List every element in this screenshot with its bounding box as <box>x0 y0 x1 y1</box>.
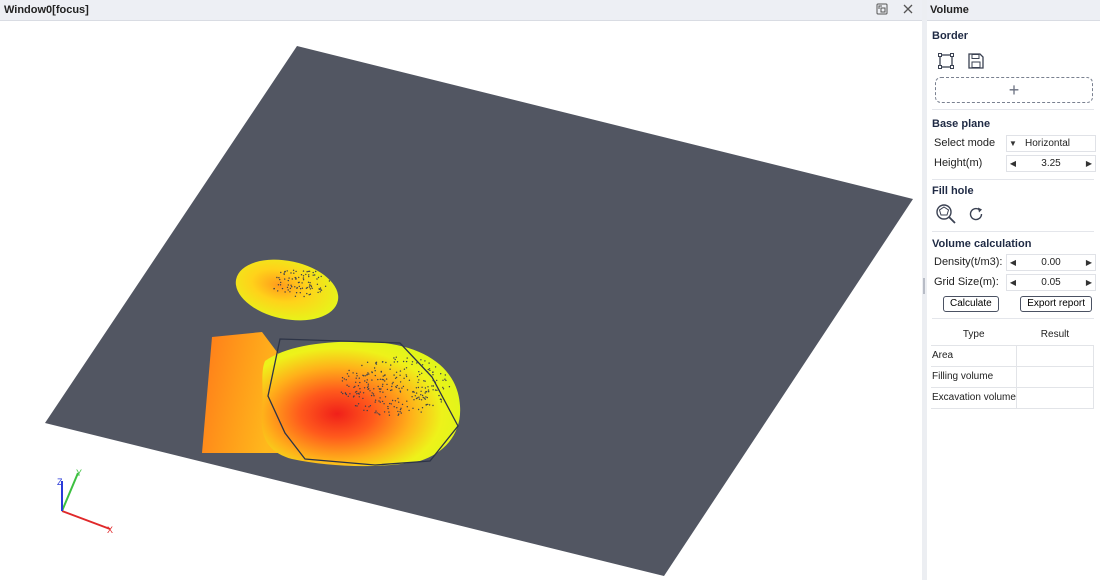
row-type: Excavation volume <box>931 386 1017 409</box>
row-type: Area <box>931 344 1017 367</box>
height-label: Height(m) <box>934 157 983 169</box>
increment-arrow-icon[interactable]: ▶ <box>1085 158 1093 168</box>
border-title: Border <box>932 30 969 42</box>
separator <box>932 318 1094 319</box>
viewport-title: Window0[focus] <box>4 4 89 16</box>
select-mode-value: Horizontal <box>1025 137 1071 149</box>
table-row[interactable]: Filling volume <box>931 365 1095 388</box>
density-row: Density(t/m3): ◀ 0.00 ▶ <box>932 252 1096 272</box>
heat-blob-small <box>235 259 339 321</box>
fill-hole-section: Fill hole <box>927 185 1100 225</box>
axis-y-label: Y <box>76 468 82 478</box>
row-result <box>1015 365 1095 388</box>
separator <box>932 109 1094 110</box>
save-icon[interactable] <box>965 50 987 72</box>
volume-calc-section: Volume calculation Density(t/m3): ◀ 0.00… <box>927 238 1100 312</box>
calc-buttons: Calculate Export report <box>932 296 1096 312</box>
volume-border-line <box>267 338 459 466</box>
heat-blob-main <box>261 341 461 467</box>
results-header-row: Type Result <box>931 325 1094 345</box>
axis-z-label: Z <box>57 477 63 487</box>
fill-hole-title: Fill hole <box>932 185 974 197</box>
border-select-icon[interactable] <box>935 50 957 72</box>
decrement-arrow-icon[interactable]: ◀ <box>1009 257 1017 267</box>
volume-calc-title: Volume calculation <box>932 238 1032 250</box>
volume-panel: Volume Border <box>927 0 1100 580</box>
density-label: Density(t/m3): <box>934 256 1003 268</box>
results-table: Type Result Area Filling volume Excavati… <box>931 325 1095 409</box>
border-section: Border <box>927 30 1100 103</box>
close-icon[interactable] <box>899 2 917 19</box>
grid-size-value[interactable]: 0.05 <box>1041 276 1061 288</box>
viewport-titlebar: Window0[focus] <box>0 0 922 21</box>
viewport-window: Window0[focus] <box>0 0 922 580</box>
col-type-header: Type <box>962 329 985 341</box>
ground-plane <box>45 46 913 576</box>
col-result-header: Result <box>1040 329 1070 341</box>
export-report-button[interactable]: Export report <box>1020 296 1092 312</box>
row-result <box>1015 386 1095 409</box>
calculate-button[interactable]: Calculate <box>943 296 999 312</box>
height-stepper[interactable]: ◀ 3.25 ▶ <box>1006 154 1096 172</box>
fill-hole-icon[interactable] <box>935 203 957 225</box>
height-value[interactable]: 3.25 <box>1041 157 1061 169</box>
table-row[interactable]: Area <box>931 344 1095 367</box>
height-row: Height(m) ◀ 3.25 ▶ <box>932 153 1096 173</box>
point-cloud-speckle <box>273 269 451 416</box>
base-plane-section: Base plane Select mode ▼ Horizontal Heig… <box>927 118 1100 173</box>
increment-arrow-icon[interactable]: ▶ <box>1085 257 1093 267</box>
select-mode-label: Select mode <box>934 137 996 149</box>
axis-x-label: X <box>107 525 113 535</box>
refresh-icon[interactable] <box>965 203 987 225</box>
density-stepper[interactable]: ◀ 0.00 ▶ <box>1006 253 1096 271</box>
separator <box>932 231 1094 232</box>
select-mode-row: Select mode ▼ Horizontal <box>932 133 1096 153</box>
grid-size-stepper[interactable]: ◀ 0.05 ▶ <box>1006 273 1096 291</box>
row-result <box>1015 344 1095 367</box>
density-value[interactable]: 0.00 <box>1041 256 1061 268</box>
restore-window-icon[interactable] <box>873 2 891 19</box>
border-tools <box>932 50 1096 72</box>
fill-hole-tools <box>932 203 1096 225</box>
grid-size-row: Grid Size(m): ◀ 0.05 ▶ <box>932 272 1096 292</box>
increment-arrow-icon[interactable]: ▶ <box>1085 277 1093 287</box>
decrement-arrow-icon[interactable]: ◀ <box>1009 277 1017 287</box>
row-type: Filling volume <box>931 365 1017 388</box>
panel-title: Volume <box>927 0 1100 21</box>
table-row[interactable]: Excavation volume <box>931 386 1095 409</box>
grid-size-label: Grid Size(m): <box>934 276 999 288</box>
chevron-down-icon[interactable]: ▼ <box>1009 138 1017 148</box>
splitter-grip[interactable] <box>923 278 925 294</box>
panel-splitter[interactable] <box>922 0 927 580</box>
base-plane-title: Base plane <box>932 118 991 130</box>
3d-canvas[interactable]: X Y Z <box>0 21 922 580</box>
decrement-arrow-icon[interactable]: ◀ <box>1009 158 1017 168</box>
separator <box>932 179 1094 180</box>
select-mode-dropdown[interactable]: ▼ Horizontal <box>1006 134 1096 152</box>
add-border-button[interactable]: + <box>935 77 1093 103</box>
axis-gizmo: X Y Z <box>57 468 113 535</box>
